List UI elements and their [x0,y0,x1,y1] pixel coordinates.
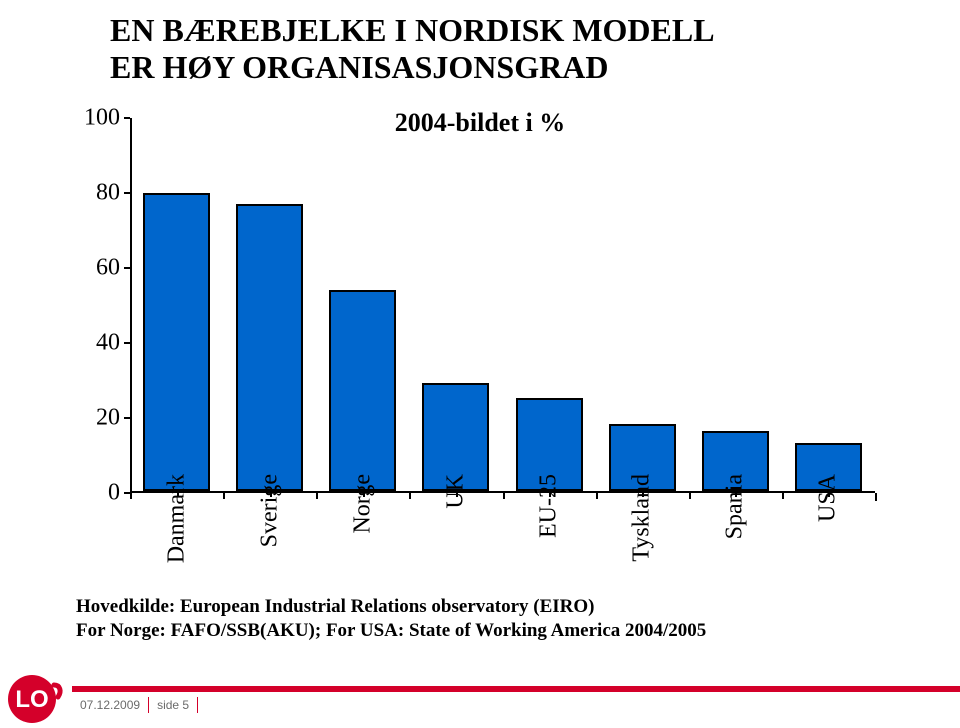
y-tick-label: 0 [75,480,120,507]
x-axis-label: Sverige [256,474,283,547]
x-tick [316,491,318,499]
x-axis-label: Danmark [163,474,190,563]
footer-text: 07.12.2009 side 5 [80,697,198,713]
bar-slot: EU-25 [503,118,596,491]
bar-slot: UK [409,118,502,491]
bar-chart: 2004-bildet i % 020406080100 DanmarkSver… [70,108,890,578]
lo-logo: LO [6,671,66,723]
x-axis-label: UK [442,474,469,509]
bar-slot: Spania [689,118,782,491]
plot-area: 020406080100 DanmarkSverigeNorgeUKEU-25T… [130,118,875,493]
footer-date: 07.12.2009 [80,698,140,712]
x-tick [503,491,505,499]
y-tick-label: 60 [75,255,120,282]
x-tick [596,491,598,499]
bar [236,204,303,491]
bar-slot: Danmark [130,118,223,491]
x-tick [223,491,225,499]
footer-accent-bar [72,686,960,692]
y-tick-label: 100 [75,105,120,132]
footer-page: side 5 [157,698,189,712]
footer: LO 07.12.2009 side 5 [0,671,960,727]
title-line-2: ER HØY ORGANISASJONSGRAD [110,49,715,86]
x-axis-label: Norge [349,474,376,534]
y-tick-label: 80 [75,180,120,207]
x-tick [782,491,784,499]
x-axis-label: USA [815,474,842,522]
page-title: EN BÆREBJELKE I NORDISK MODELL ER HØY OR… [110,12,715,86]
bar-slot: Tyskland [596,118,689,491]
bar-slot: Sverige [223,118,316,491]
bar [143,193,210,491]
y-tick-label: 20 [75,405,120,432]
bars-container: DanmarkSverigeNorgeUKEU-25TysklandSpania… [130,118,875,491]
title-line-1: EN BÆREBJELKE I NORDISK MODELL [110,12,715,49]
x-tick-end [875,493,877,501]
source-citation: Hovedkilde: European Industrial Relation… [76,595,706,643]
x-axis-label: Tyskland [629,474,656,562]
source-line-1: Hovedkilde: European Industrial Relation… [76,595,706,619]
x-tick [689,491,691,499]
x-tick [409,491,411,499]
y-tick-label: 40 [75,330,120,357]
x-axis-label: Spania [722,474,749,539]
x-axis-label: EU-25 [536,474,563,538]
source-line-2: For Norge: FAFO/SSB(AKU); For USA: State… [76,619,706,643]
bar [329,290,396,491]
bar-slot: Norge [316,118,409,491]
footer-separator [197,697,198,713]
svg-text:LO: LO [15,686,48,713]
bar-slot: USA [782,118,875,491]
footer-separator [148,697,149,713]
x-tick [130,491,132,499]
